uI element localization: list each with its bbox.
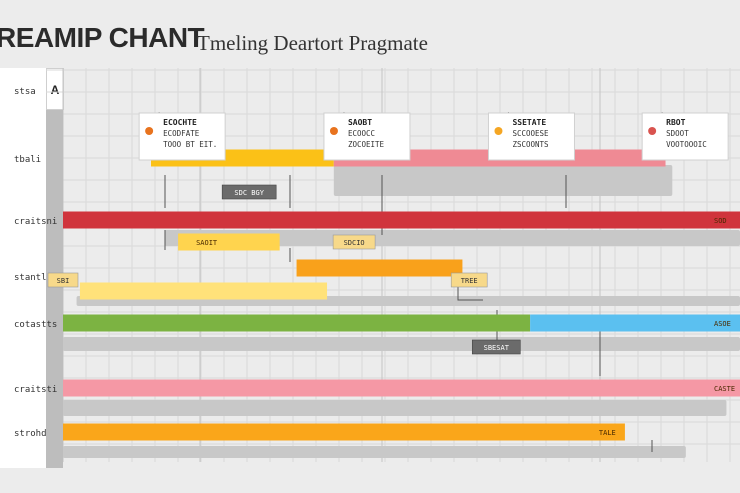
tag-box [450, 272, 488, 288]
milestone: ECOCHTE ECODFATE TOOO BT EIT. [138, 112, 226, 161]
row-label: cotastts [14, 320, 57, 330]
milestone-text: ZOCOEITE [348, 140, 385, 149]
tag-box [471, 339, 521, 355]
milestone: SSETATE SCCOOESE ZSCOONTS [487, 112, 575, 161]
milestone: SAOBT ECOOCC ZOCOEITE [323, 112, 411, 161]
tag-label: SBESAT [484, 344, 510, 352]
gantt-bar [79, 282, 328, 300]
gantt-bar [178, 233, 280, 251]
milestone-card [323, 112, 411, 161]
gantt-bar [63, 211, 740, 229]
track-bar [333, 165, 673, 196]
gantt-bar [63, 314, 531, 332]
tag-box [332, 234, 376, 250]
milestone-title: ECOCHTE [163, 118, 197, 127]
tag-label: SDCIO [344, 239, 365, 247]
tag-label: TREE [461, 277, 478, 285]
row-label: craitsti [14, 385, 57, 395]
tag-box [47, 272, 79, 288]
milestone-card [641, 112, 729, 161]
row-label: stantl [14, 273, 47, 283]
milestone-icon [648, 127, 657, 135]
track-bar [63, 446, 686, 458]
gantt-bar [296, 259, 463, 277]
milestone-title: SSETATE [512, 118, 546, 127]
tag-box [221, 184, 277, 200]
gantt-bar [63, 379, 740, 397]
bar-label: SOD [714, 217, 727, 225]
track-bar [63, 337, 740, 351]
gantt-bar [63, 423, 625, 441]
bar-label: SAOIT [196, 239, 218, 247]
milestone-icon [145, 127, 154, 135]
bar-label: ASOE [714, 320, 731, 328]
tag-label: SDC BGY [234, 189, 264, 197]
row-label: stsa [14, 87, 36, 97]
row-label: craitsni [14, 217, 57, 227]
milestone-title: SAOBT [348, 118, 372, 127]
bar-label: CASTE [714, 385, 735, 393]
milestone-icon [329, 127, 338, 135]
track-bar [164, 230, 740, 246]
milestone-text: SDOOT [666, 129, 689, 138]
milestone-text: TOOO BT EIT. [163, 140, 217, 149]
connector-line [457, 285, 483, 301]
row-label: strohd [14, 429, 47, 439]
row-label-column [0, 68, 46, 468]
milestone-text: ECOOCC [348, 129, 375, 138]
milestone-text: ECODFATE [163, 129, 200, 138]
milestone: RBOT SDOOT VOOTOOOIC [641, 112, 729, 161]
milestone-card [487, 112, 575, 161]
gantt-bar [530, 314, 740, 332]
chart-title: REAMIP CHANT [0, 22, 205, 53]
milestone-card [138, 112, 226, 161]
milestone-icon [494, 127, 503, 135]
row-label: tbali [14, 155, 41, 165]
track-bar [63, 400, 727, 416]
tag-label: SBI [57, 277, 70, 285]
milestone-title: RBOT [666, 118, 685, 127]
chart-subtitle: Tmeling Deartort Pragmate [197, 31, 428, 55]
milestone-text: ZSCOONTS [512, 140, 549, 149]
bar-label: TALE [599, 429, 616, 437]
row-marker-column [46, 110, 63, 468]
milestone-text: SCCOOESE [512, 129, 549, 138]
milestone-text: VOOTOOOIC [666, 140, 707, 149]
